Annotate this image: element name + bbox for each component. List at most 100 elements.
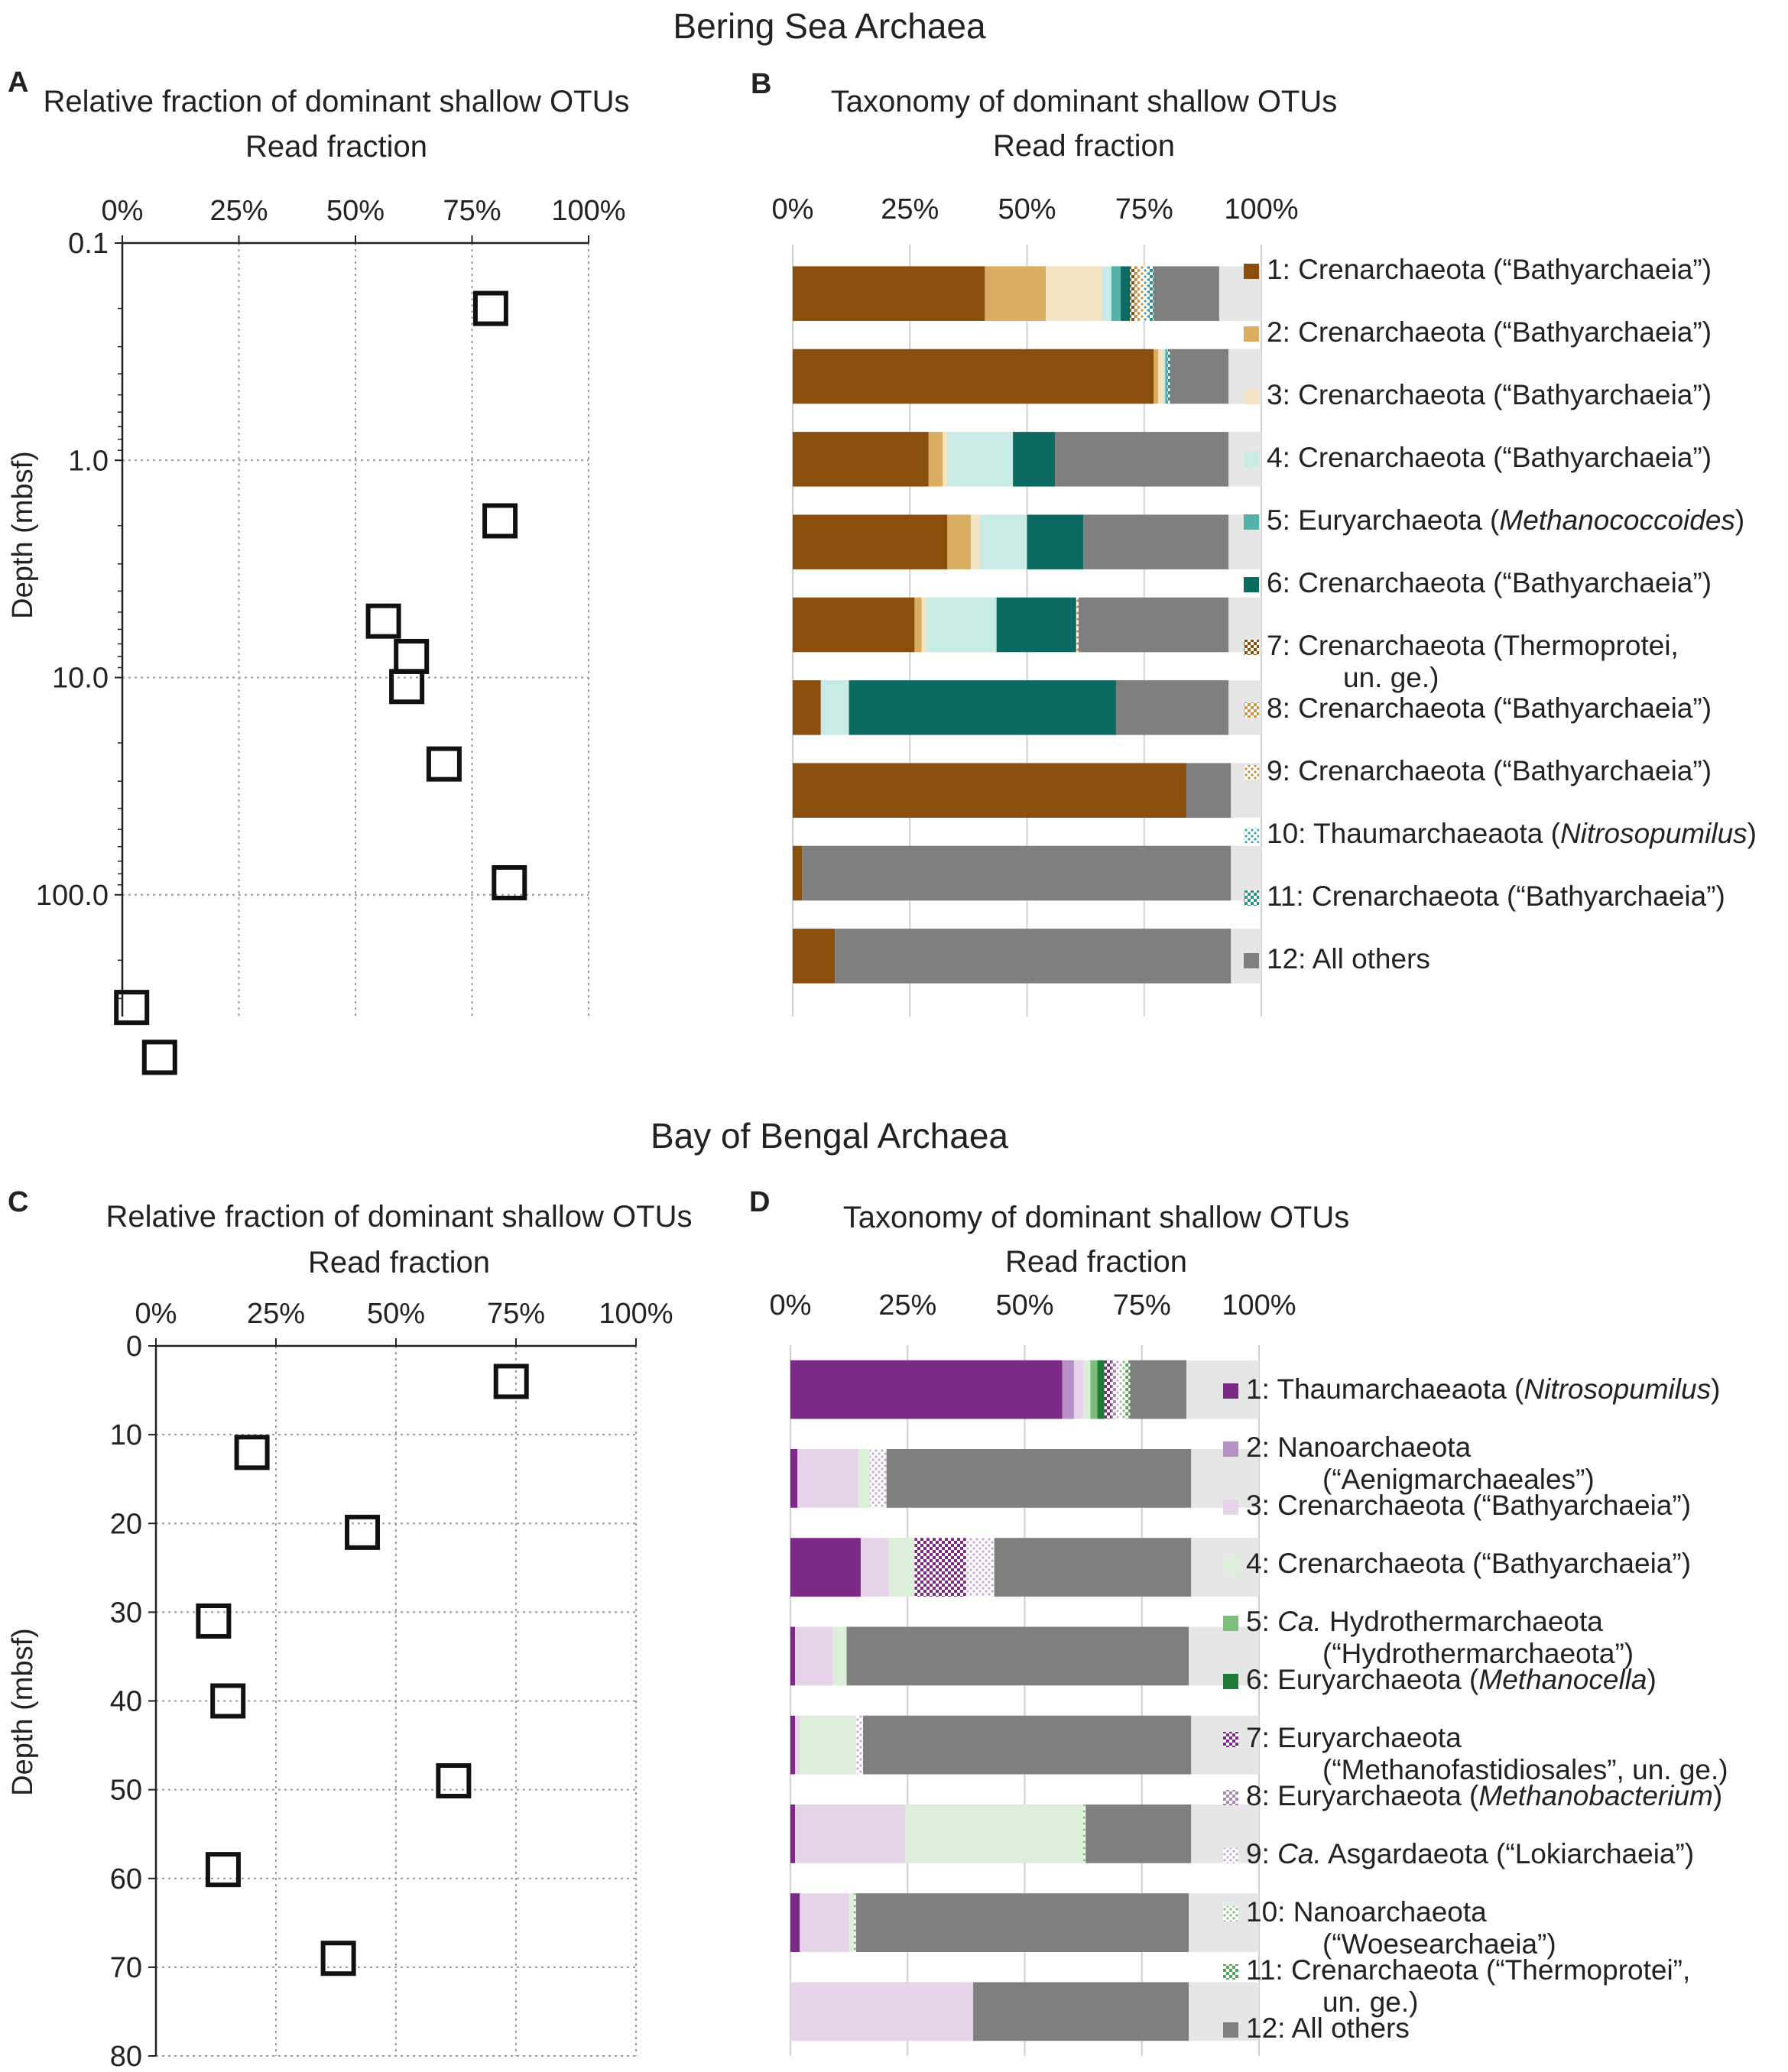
figure-title-bengal: Bay of Bengal Archaea [651, 1116, 1008, 1156]
legend-label-part-1: Nitrosopumilus [1560, 818, 1747, 849]
bar-segment [1104, 1360, 1111, 1419]
legend-label-part-0: 12: All others [1267, 943, 1430, 974]
legend-swatch [1244, 640, 1259, 655]
bar-segment [795, 1715, 800, 1775]
bar-segment [853, 1893, 856, 1952]
legend-label: 6: Crenarchaeota (“Bathyarchaeia”) [1267, 567, 1712, 598]
legend-label-part-1: Nitrosopumilus [1524, 1373, 1711, 1405]
data-point [205, 1852, 241, 1888]
bar-segment [1111, 266, 1121, 321]
y-tick-label: 20 [110, 1508, 142, 1540]
legend-label: 9: Ca. Asgardaeota (“Lokiarchaeia”) [1246, 1838, 1694, 1869]
bar-segment [870, 1449, 887, 1508]
legend-swatch [1223, 1441, 1238, 1457]
bar-segment [1125, 1360, 1131, 1419]
legend-label-part-2: ) [1747, 818, 1757, 849]
bar-segment [790, 1449, 798, 1508]
data-point [345, 1514, 381, 1550]
bar-segment [1130, 266, 1135, 321]
legend-label-part-0: 6: Euryarchaeota ( [1246, 1664, 1479, 1695]
x-tick-label: 50% [367, 1298, 425, 1330]
x-tick-label: 50% [326, 195, 385, 227]
legend-swatch [1244, 765, 1259, 780]
x-tick-label: 25% [209, 195, 268, 227]
legend-label-part-0: 11: Crenarchaeota (“Thermoprotei”, [1246, 1954, 1690, 1986]
chart-title: Taxonomy of dominant shallow OTUs [831, 85, 1338, 118]
x-tick-label: 100% [551, 195, 625, 227]
x-tick-label: 75% [1115, 193, 1173, 225]
x-tick-label: 0% [102, 195, 144, 227]
legend-label-part-0: 9: Crenarchaeota (“Bathyarchaeia”) [1267, 755, 1712, 786]
bar-segment [1170, 349, 1229, 404]
bar-segment [970, 514, 981, 569]
x-tick-label: 0% [772, 193, 814, 225]
bar-segment [1186, 763, 1231, 818]
legend-label: 7: Euryarchaeota [1246, 1722, 1462, 1753]
data-point [426, 746, 462, 782]
bar-segment [1144, 266, 1149, 321]
legend-label-part-0: 10: Thaumarchaeaota ( [1267, 818, 1561, 849]
bar-segment [996, 597, 1076, 653]
legend-swatch [1244, 953, 1259, 968]
x-axis-label: Read fraction [993, 129, 1175, 163]
legend-label: 4: Crenarchaeota (“Bathyarchaeia”) [1267, 442, 1712, 473]
legend-label: 8: Euryarchaeota (Methanobacterium) [1246, 1780, 1722, 1811]
bar-segment [846, 1626, 1189, 1686]
bar-segment [1083, 1360, 1091, 1419]
legend-label: 9: Crenarchaeota (“Bathyarchaeia”) [1267, 755, 1712, 786]
bar-segment [820, 680, 849, 735]
legend-label: 7: Crenarchaeota (Thermoprotei, [1267, 630, 1679, 661]
legend-label: 5: Euryarchaeota (Methanococcoides) [1267, 504, 1744, 536]
legend-label-part-2: ) [1735, 504, 1744, 536]
x-axis-label: Read fraction [308, 1246, 490, 1279]
data-point [234, 1435, 270, 1471]
bar-segment [994, 1538, 1192, 1597]
legend-label-part-2: Hydrothermarchaeota [1322, 1606, 1604, 1637]
data-point [389, 669, 425, 705]
bar-segment [1013, 432, 1056, 487]
data-point [472, 290, 508, 326]
x-tick-label: 100% [1224, 193, 1298, 225]
legend-label-part-0: 8: Crenarchaeota (“Bathyarchaeia”) [1267, 692, 1712, 724]
bar-segment [914, 1538, 966, 1597]
legend-label: 10: Nanoarchaeota [1246, 1896, 1487, 1928]
panel-label: C [8, 1186, 28, 1218]
legend-label-line2: (“Hydrothermarchaeota”) [1322, 1638, 1634, 1669]
data-point [493, 1363, 529, 1399]
bar-segment [1154, 266, 1219, 321]
bar-segment [860, 1538, 889, 1597]
x-tick-label: 50% [995, 1289, 1053, 1321]
bar-segment [793, 349, 1154, 404]
y-tick-label: 30 [110, 1597, 142, 1629]
legend-label-line2: (“Aenigmarchaeales”) [1322, 1464, 1595, 1495]
bar-segment [888, 1538, 915, 1597]
legend-swatch [1223, 1500, 1238, 1515]
bar-segment [855, 1893, 1189, 1952]
x-tick-label: 100% [1222, 1289, 1296, 1321]
bar-segment [800, 1893, 849, 1952]
x-tick-label: 75% [1113, 1289, 1171, 1321]
legend-label-part-0: 2: Crenarchaeota (“Bathyarchaeia”) [1267, 316, 1712, 348]
legend-label: 1: Thaumarchaeaota (Nitrosopumilus) [1246, 1373, 1720, 1405]
y-axis-label: Depth (mbsf) [7, 1628, 39, 1796]
bar-segment [1134, 266, 1140, 321]
legend-swatch [1223, 1383, 1238, 1399]
legend-label-part-0: 12: All others [1246, 2012, 1410, 2044]
legend-swatch [1223, 1674, 1238, 1689]
bar-segment [835, 929, 1231, 984]
data-point [436, 1763, 472, 1799]
bar-segment [793, 266, 985, 321]
bar-segment [921, 597, 926, 653]
bar-segment [795, 1626, 833, 1686]
legend-label: 12: All others [1246, 2012, 1410, 2044]
bar-segment [793, 514, 948, 569]
data-point [492, 864, 527, 900]
bar-segment [1076, 597, 1079, 653]
bar-segment [1073, 1360, 1084, 1419]
legend-label-part-0: 10: Nanoarchaeota [1246, 1896, 1487, 1928]
legend-swatch [1223, 1558, 1238, 1573]
legend-swatch [1223, 1616, 1238, 1631]
bar-segment [1158, 349, 1163, 404]
bar-segment [1167, 349, 1170, 404]
